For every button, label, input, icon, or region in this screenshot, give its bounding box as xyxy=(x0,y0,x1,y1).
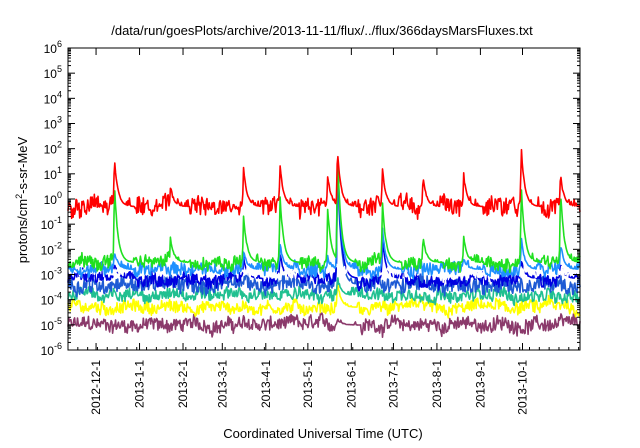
y-tick-label: 103 xyxy=(44,115,62,132)
y-tick-label: 10-4 xyxy=(41,291,62,308)
y-tick-label: 10-2 xyxy=(41,240,62,257)
y-tick-label: 10-3 xyxy=(41,266,62,283)
x-tick-label: 2013-6-1 xyxy=(344,360,358,408)
y-tick-label: 105 xyxy=(44,64,62,81)
axes-layer: 10-6 10-5 10-4 10-3 10-2 10-1 100 101 102 103 104 1… xyxy=(41,39,581,415)
series-layer xyxy=(67,148,581,339)
y-tick-label: 10-5 xyxy=(41,316,62,333)
x-tick-label: 2013-8-1 xyxy=(430,360,444,408)
x-tick-label: 2013-4-1 xyxy=(259,360,273,408)
flux-series-7 xyxy=(67,168,581,280)
y-tick-label: 100 xyxy=(44,190,62,207)
y-tick-label: 104 xyxy=(44,89,62,106)
x-tick-label: 2012-12-1 xyxy=(89,360,103,415)
x-tick-label: 2013-2-1 xyxy=(176,360,190,408)
x-tick-label: 2013-5-1 xyxy=(301,360,315,408)
y-tick-label: 102 xyxy=(44,140,62,157)
y-tick-label: 101 xyxy=(44,165,62,182)
x-tick-label: 2013-7-1 xyxy=(386,360,400,408)
x-tick-label: 2013-3-1 xyxy=(215,360,229,408)
x-axis-label: Coordinated Universal Time (UTC) xyxy=(223,426,422,441)
x-tick-label: 2013-9-1 xyxy=(473,360,487,408)
chart-title: /data/run/goesPlots/archive/2013-11-11/f… xyxy=(111,23,533,38)
y-tick-label: 10-6 xyxy=(41,341,62,358)
x-tick-label: 2013-10-1 xyxy=(515,360,529,415)
flux-series-8 xyxy=(67,163,581,274)
flux-series-5 xyxy=(67,169,581,292)
y-tick-label: 106 xyxy=(44,39,62,56)
y-axis-label: protons/cm2-s-sr-MeV xyxy=(14,136,30,263)
flux-series-9 xyxy=(67,148,581,220)
flux-series-1 xyxy=(67,312,581,339)
y-tick-label: 10-1 xyxy=(41,215,62,232)
flux-series-2 xyxy=(67,282,581,319)
x-tick-label: 2013-1-1 xyxy=(133,360,147,408)
